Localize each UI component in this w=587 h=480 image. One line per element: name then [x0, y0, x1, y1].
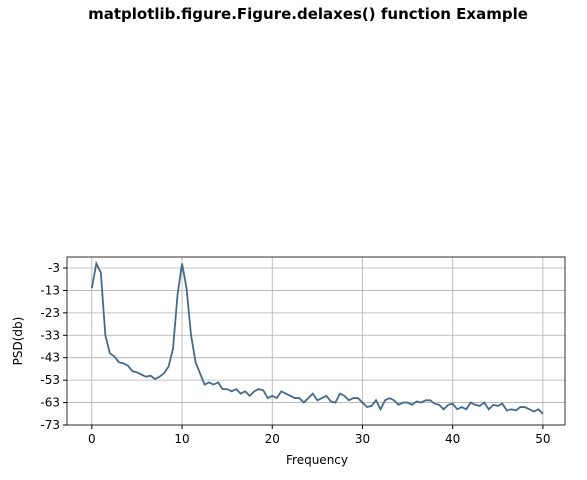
y-tick-label: -43 — [40, 351, 60, 365]
plot-frame — [66, 256, 566, 426]
x-tick-label: 0 — [88, 432, 96, 446]
chart-title: matplotlib.figure.Figure.delaxes() funct… — [88, 5, 528, 23]
x-tick-label: 20 — [265, 432, 280, 446]
x-tick-label: 30 — [355, 432, 370, 446]
y-tick-label: -63 — [40, 396, 60, 410]
y-tick-label: -3 — [48, 261, 60, 275]
y-tick-label: -73 — [40, 418, 60, 432]
x-tick-label: 40 — [445, 432, 460, 446]
x-axis-label: Frequency — [286, 453, 348, 467]
y-tick-label: -33 — [40, 328, 60, 342]
x-tick-label: 10 — [174, 432, 189, 446]
y-axis-label: PSD(db) — [11, 317, 25, 366]
y-tick-label: -13 — [40, 283, 60, 297]
y-tick-label: -23 — [40, 306, 60, 320]
x-tick-label: 50 — [535, 432, 550, 446]
y-tick-label: -53 — [40, 373, 60, 387]
line — [90, 260, 544, 415]
